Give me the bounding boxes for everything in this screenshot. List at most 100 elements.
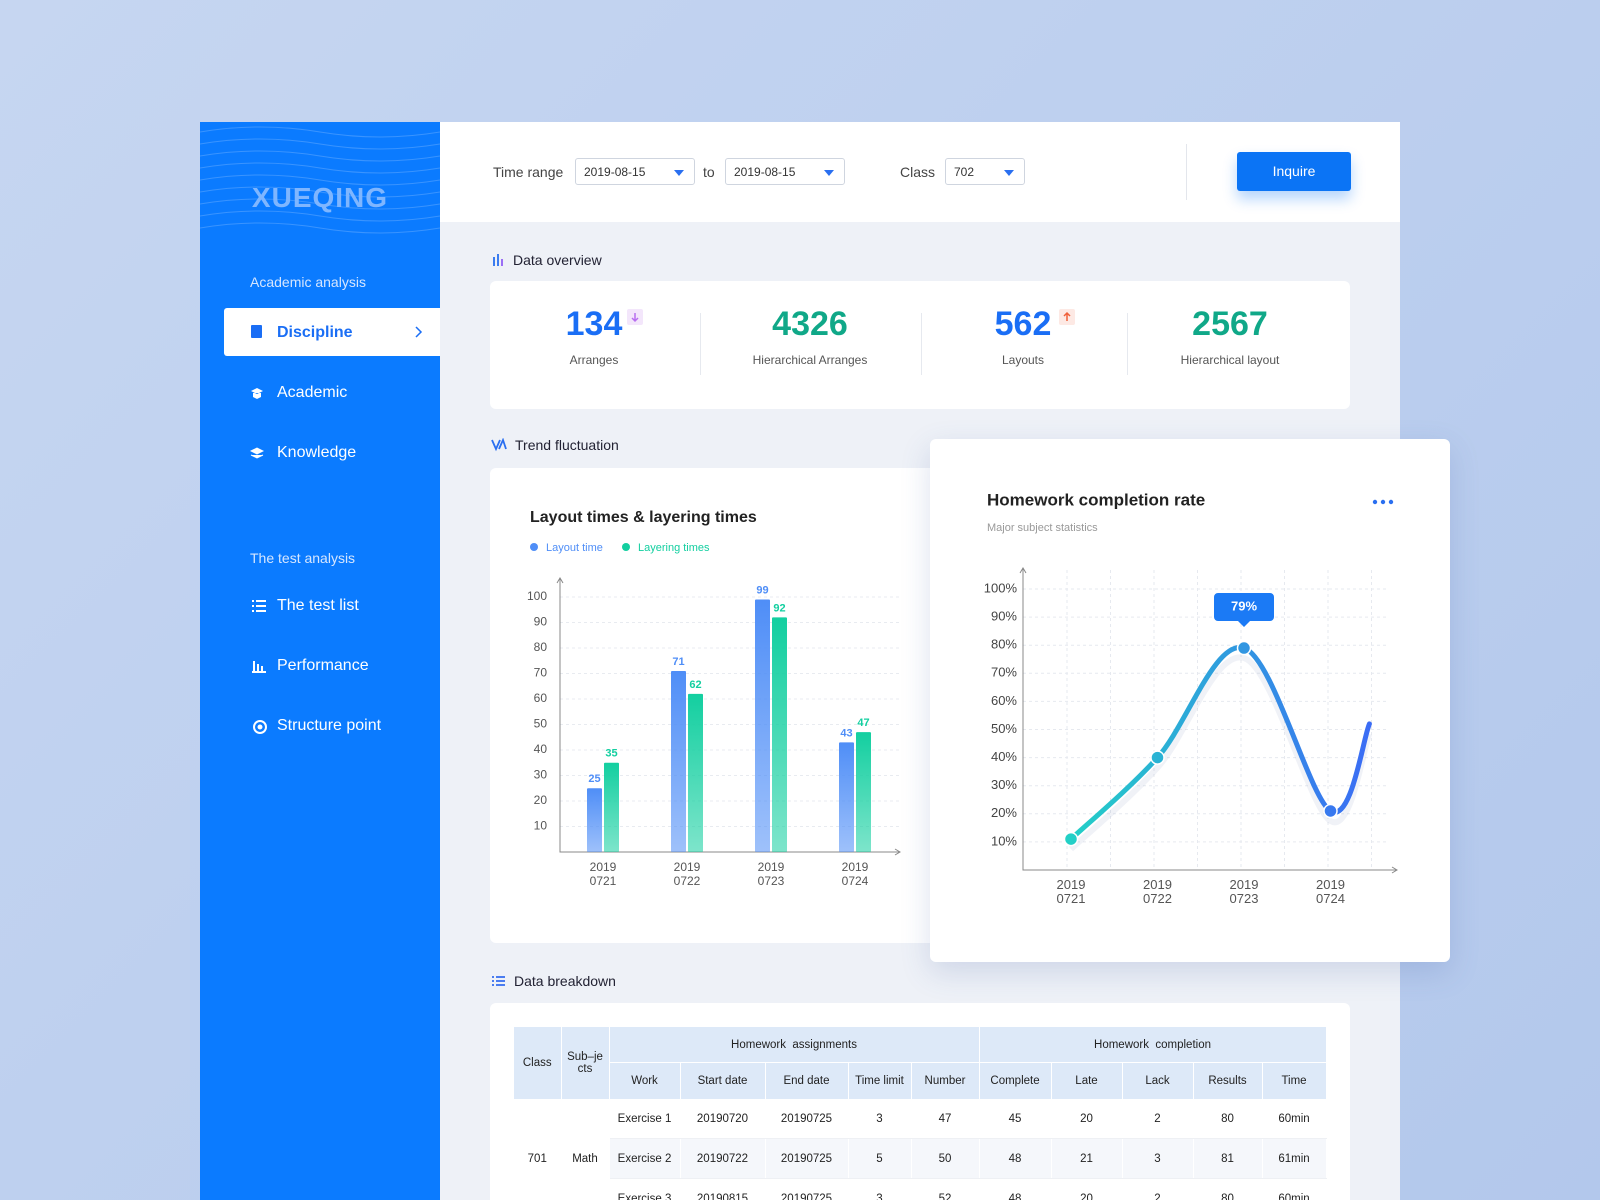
table-cell: Exercise 2 (609, 1138, 681, 1179)
table-cell: 20190725 (765, 1138, 849, 1179)
date-select[interactable]: 2019-08-15 (575, 158, 695, 185)
table-cell: 48 (979, 1138, 1052, 1179)
stat-label: Hierarchical Arranges (752, 353, 868, 367)
x-tick-label: 2019 0723 (757, 860, 785, 888)
nav-item[interactable]: Discipline (277, 324, 353, 341)
x-tick-label: 2019 0721 (589, 860, 617, 888)
nav-item[interactable]: Knowledge (277, 444, 357, 461)
trend-icon (627, 309, 643, 325)
table-cell: 701 (514, 1099, 562, 1200)
overview-card: 134 Arranges 4326 Hierarchical Arranges 562 L… (490, 281, 1350, 409)
table-cell: Exercise 1 (609, 1099, 681, 1139)
table-cell: 80 (1193, 1099, 1263, 1139)
table-cell: 2 (1122, 1099, 1194, 1139)
chevron (415, 326, 423, 338)
table-cell: Start date (680, 1062, 766, 1099)
nav-item[interactable]: Structure point (277, 717, 382, 734)
table-cell: 3 (848, 1178, 912, 1200)
table-cell: Time (1262, 1062, 1327, 1099)
table-cell: Homework completion (979, 1027, 1327, 1063)
table-cell: Lack (1122, 1062, 1194, 1099)
stat-label: Layouts (1001, 353, 1045, 367)
table-cell: 20190722 (680, 1138, 766, 1179)
inquire-button[interactable]: Inquire (1237, 152, 1351, 191)
table-cell: 3 (1122, 1138, 1194, 1179)
icon (250, 447, 264, 459)
logo: XUEQING (251, 182, 389, 213)
class-select[interactable]: 702 (945, 158, 1025, 185)
table-cell: 20190815 (680, 1178, 766, 1200)
divider (700, 313, 701, 375)
table-cell: Results (1193, 1062, 1263, 1099)
table-cell: Complete (979, 1062, 1052, 1099)
table-cell: 80 (1193, 1178, 1263, 1200)
table-cell: Number (911, 1062, 980, 1099)
table-cell: 5 (848, 1138, 912, 1179)
x-tick-label: 2019 0724 (841, 860, 869, 888)
table-cell: 50 (911, 1138, 980, 1179)
x-tick-label: 2019 0724 (1316, 877, 1345, 906)
section-title: Academic analysis (250, 274, 366, 290)
table-cell: 20 (1051, 1099, 1123, 1139)
sidebar: XUEQING Academic analysis Discipline Aca… (200, 122, 440, 1200)
icon (493, 254, 503, 266)
table-cell: 2 (1122, 1178, 1194, 1200)
table-cell: Exercise 3 (609, 1178, 681, 1200)
stat-value: 2567 (1192, 305, 1268, 343)
table-cell: 81 (1193, 1138, 1263, 1179)
label: to (703, 164, 715, 180)
label: Class (900, 164, 936, 180)
table-cell: Work (609, 1062, 681, 1099)
icon (251, 388, 263, 399)
table-cell: Sub–jects (561, 1027, 610, 1099)
nav-item[interactable]: The test list (277, 597, 359, 614)
section-title: Trend fluctuation (515, 437, 619, 453)
table-cell: 20190725 (765, 1178, 849, 1200)
table-cell: 20190720 (680, 1099, 766, 1139)
chart-card (930, 439, 1450, 962)
table-cell: 47 (911, 1099, 980, 1139)
table-cell: 61min (1262, 1138, 1327, 1179)
table-cell: Time limit (848, 1062, 912, 1099)
table-cell: Homework assignments (609, 1027, 980, 1063)
divider (1186, 144, 1187, 200)
icon (252, 600, 266, 612)
x-tick-label: 2019 0722 (1143, 877, 1172, 906)
table-cell: 21 (1051, 1138, 1123, 1179)
divider (1127, 313, 1128, 375)
trend-icon (1059, 309, 1075, 325)
table-cell: 20190725 (765, 1099, 849, 1139)
table-card: Class Sub–jects Homework assignments Homewo… (490, 1003, 1350, 1200)
table-cell: 20 (1051, 1178, 1123, 1200)
nav-item[interactable]: Performance (277, 657, 369, 674)
x-tick-label: 2019 0722 (673, 860, 701, 888)
table-cell: 3 (848, 1099, 912, 1139)
section-title: Data overview (513, 252, 602, 268)
table-cell: Late (1051, 1062, 1123, 1099)
icon (491, 438, 507, 452)
table-cell: Math (560, 1099, 610, 1200)
x-tick-label: 2019 0723 (1229, 877, 1259, 906)
table-cell: 48 (979, 1178, 1052, 1200)
stat-value: 134 (565, 305, 623, 343)
table-cell: 45 (979, 1099, 1052, 1139)
stat-value: 4326 (772, 305, 848, 343)
x-tick-label: 2019 0721 (1056, 877, 1086, 906)
table-cell: End date (765, 1062, 849, 1099)
icon (251, 325, 262, 338)
filter-bar: Time range 2019-08-15 to 2019-08-15 Clas… (440, 122, 1400, 222)
divider (921, 313, 922, 375)
stat-label: Arranges (569, 353, 619, 367)
icon (253, 720, 267, 734)
icon (492, 976, 505, 986)
logo-pattern (200, 126, 440, 234)
data-table: Class Sub–jects Homework assignments Homewo… (514, 1027, 1327, 1200)
nav-item[interactable]: Academic (277, 384, 348, 401)
table-cell: 60min (1262, 1178, 1327, 1200)
table-cell: 52 (911, 1178, 980, 1200)
table-cell: 60min (1262, 1099, 1327, 1139)
date-select[interactable]: 2019-08-15 (725, 158, 845, 185)
label: Time range (493, 164, 564, 180)
stat-value: 562 (994, 305, 1052, 343)
